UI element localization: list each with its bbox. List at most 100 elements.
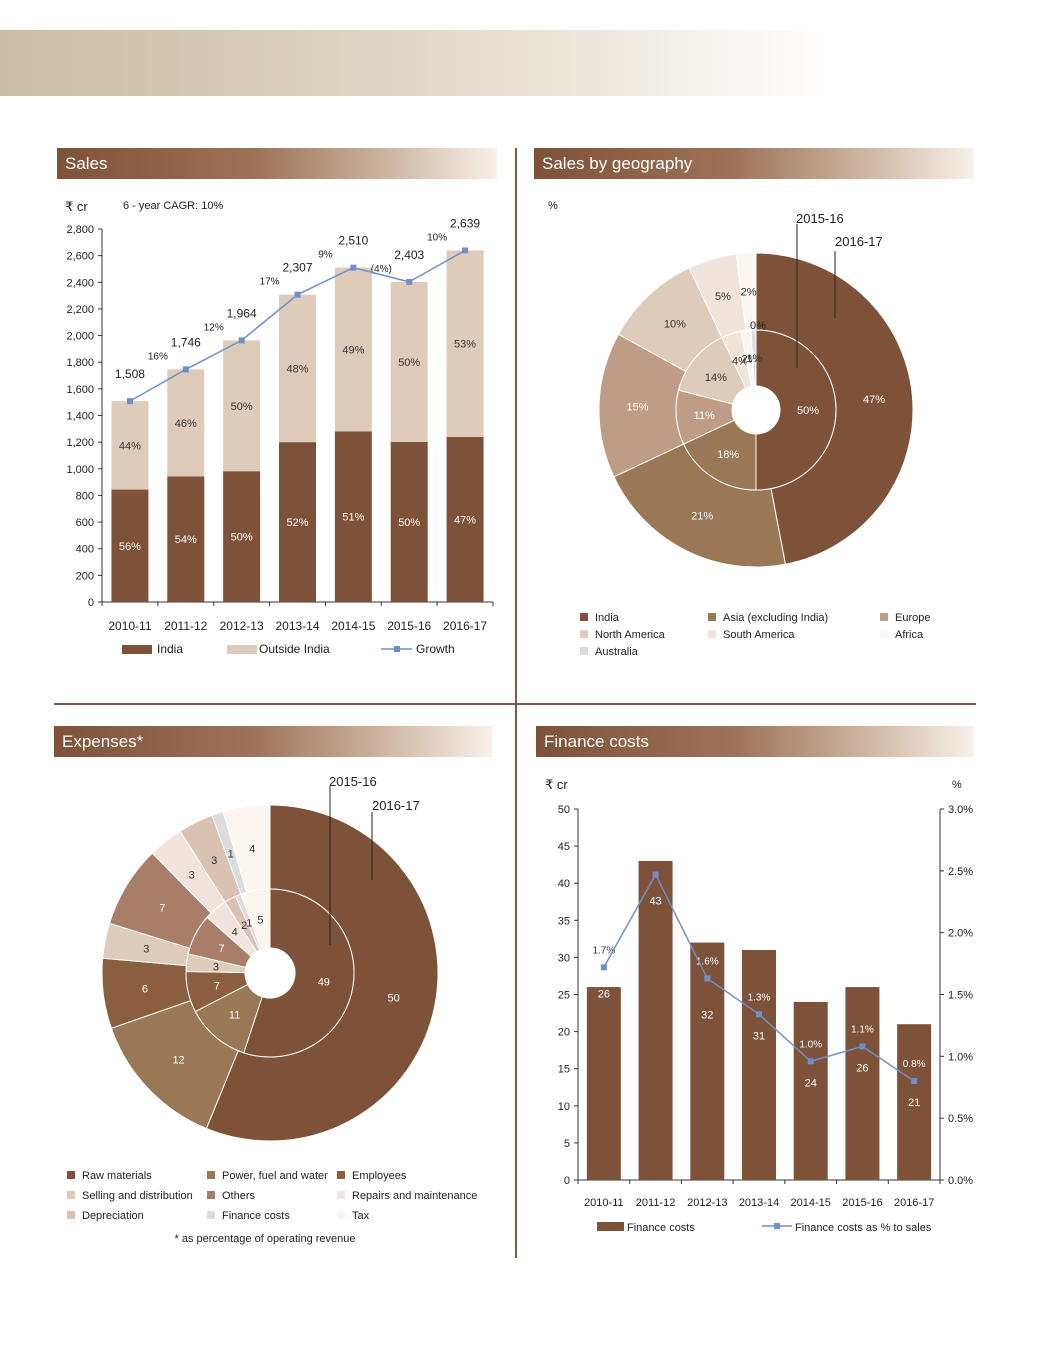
sales-total-label: 2,403 [394, 248, 424, 262]
geo-outer-label: 5% [715, 291, 731, 303]
geo-outer-label: 47% [863, 394, 885, 406]
sales-india-pct-label: 50% [231, 532, 253, 544]
finance-bar-label: 21 [908, 1097, 920, 1109]
sales-bar-outside [111, 401, 149, 490]
exp-legend-label: Repairs and maintenance [352, 1190, 477, 1202]
geo-legend-label: North America [595, 629, 666, 641]
finance-pct-marker [600, 964, 607, 971]
sales-growth-marker [406, 278, 413, 285]
geo-inner-label: 1% [746, 353, 762, 365]
horizontal-divider [54, 703, 976, 705]
geo-legend-label: Australia [595, 646, 639, 658]
finance-pct-label: 1.0% [799, 1039, 822, 1050]
finance-legend-bar-swatch [597, 1222, 624, 1231]
exp-legend-swatch [207, 1171, 215, 1179]
finance-y2-tick-label: 0.0% [948, 1175, 973, 1187]
finance-y-tick-label: 30 [558, 952, 570, 964]
exp-legend-label: Finance costs [222, 1210, 290, 1222]
geo-legend-swatch [580, 630, 588, 638]
sales-growth-marker [238, 337, 245, 344]
finance-pct-label: 1.6% [696, 956, 719, 967]
sales-bar-outside [334, 267, 372, 432]
geo-legend-label: Africa [895, 629, 924, 641]
finance-pct-label: 1.1% [851, 1024, 874, 1035]
sales-y-tick-label: 1,000 [66, 464, 94, 476]
finance-pct-marker [859, 1043, 866, 1050]
finance-pct-marker [756, 1011, 762, 1018]
geo-inner-label: 11% [694, 410, 715, 422]
sales-growth-label: 17% [260, 277, 280, 288]
sales-x-tick-label: 2016-17 [443, 619, 487, 633]
exp-legend-label: Tax [352, 1210, 370, 1222]
exp-inner-label: 4 [232, 927, 238, 939]
sales-legend-growth-marker [394, 646, 400, 652]
sales-x-tick-label: 2015-16 [387, 619, 431, 633]
geography-title: Sales by geography [534, 148, 974, 179]
sales-x-tick-label: 2011-12 [164, 619, 207, 633]
sales-outside-pct-label: 53% [454, 339, 476, 351]
finance-y-tick-label: 20 [558, 1027, 570, 1039]
exp-outer-label: 7 [159, 902, 165, 914]
finance-y2-tick-label: 2.5% [948, 866, 973, 878]
sales-growth-label: 9% [318, 250, 333, 261]
sales-india-pct-label: 56% [119, 541, 141, 553]
sales-y-tick-label: 2,000 [66, 331, 94, 343]
finance-legend-marker [774, 1223, 780, 1229]
finance-x-tick-label: 2014-15 [791, 1197, 831, 1209]
finance-legend-line-label: Finance costs as % to sales [795, 1222, 932, 1234]
finance-title: Finance costs [536, 726, 974, 757]
finance-y-tick-label: 45 [558, 841, 570, 853]
geo-legend-swatch [880, 630, 888, 638]
exp-legend-swatch [67, 1171, 75, 1179]
finance-y-tick-label: 10 [558, 1101, 570, 1113]
sales-bar-india [111, 489, 149, 602]
exp-legend-label: Selling and distribution [82, 1190, 193, 1202]
exp-legend-swatch [337, 1191, 345, 1199]
finance-x-tick-label: 2012-13 [687, 1197, 727, 1209]
sales-y-tick-label: 2,200 [66, 304, 94, 316]
geo-legend-label: Asia (excluding India) [723, 612, 828, 624]
finance-unit-left: ₹ cr [545, 777, 568, 792]
finance-legend-bar-label: Finance costs [627, 1222, 695, 1234]
sales-cagr-note: 6 - year CAGR: 10% [123, 200, 223, 212]
sales-unit-label: ₹ cr [65, 199, 88, 214]
sales-y-tick-label: 400 [76, 544, 94, 556]
exp-outer-label: 3 [189, 869, 195, 881]
geo-outer-ring-label: 2016-17 [835, 234, 883, 249]
finance-y-tick-label: 35 [558, 915, 570, 927]
exp-outer-label: 3 [211, 855, 217, 867]
geo-outer-label: 2% [741, 287, 757, 299]
sales-y-tick-label: 2,400 [66, 277, 94, 289]
sales-total-label: 1,508 [115, 367, 145, 381]
sales-growth-label: 16% [148, 351, 168, 362]
sales-y-tick-label: 200 [76, 570, 94, 582]
geo-inner-ring-label: 2015-16 [796, 211, 844, 226]
finance-y2-tick-label: 3.0% [948, 804, 973, 816]
sales-y-tick-label: 1,800 [66, 357, 94, 369]
finance-x-tick-label: 2013-14 [739, 1197, 779, 1209]
finance-pct-marker [807, 1058, 814, 1065]
sales-growth-marker [294, 291, 301, 298]
finance-bar [690, 942, 725, 1180]
sales-bar-india [390, 441, 428, 602]
expenses-footnote: * as percentage of operating revenue [174, 1233, 356, 1245]
sales-bar-india [279, 442, 316, 602]
exp-inner-slice [243, 888, 355, 1058]
finance-y-tick-label: 50 [558, 804, 570, 816]
geo-inner-label: 14% [705, 372, 727, 384]
geo-inner-slice [682, 419, 757, 491]
finance-bar-label: 26 [856, 1062, 868, 1074]
sales-total-label: 2,307 [282, 261, 312, 275]
sales-legend-india-swatch [122, 645, 152, 654]
sales-title: Sales [57, 148, 497, 179]
exp-inner-label: 3 [213, 961, 219, 973]
exp-legend-label: Raw materials [82, 1170, 152, 1182]
sales-growth-label: 10% [427, 232, 447, 243]
geo-extra-label: 0% [750, 320, 766, 332]
geo-outer-label: 10% [664, 319, 686, 331]
exp-outer-label: 1 [228, 848, 234, 860]
finance-bar [897, 1024, 932, 1180]
sales-outside-pct-label: 48% [286, 363, 308, 375]
sales-legend-india-label: India [157, 642, 183, 656]
